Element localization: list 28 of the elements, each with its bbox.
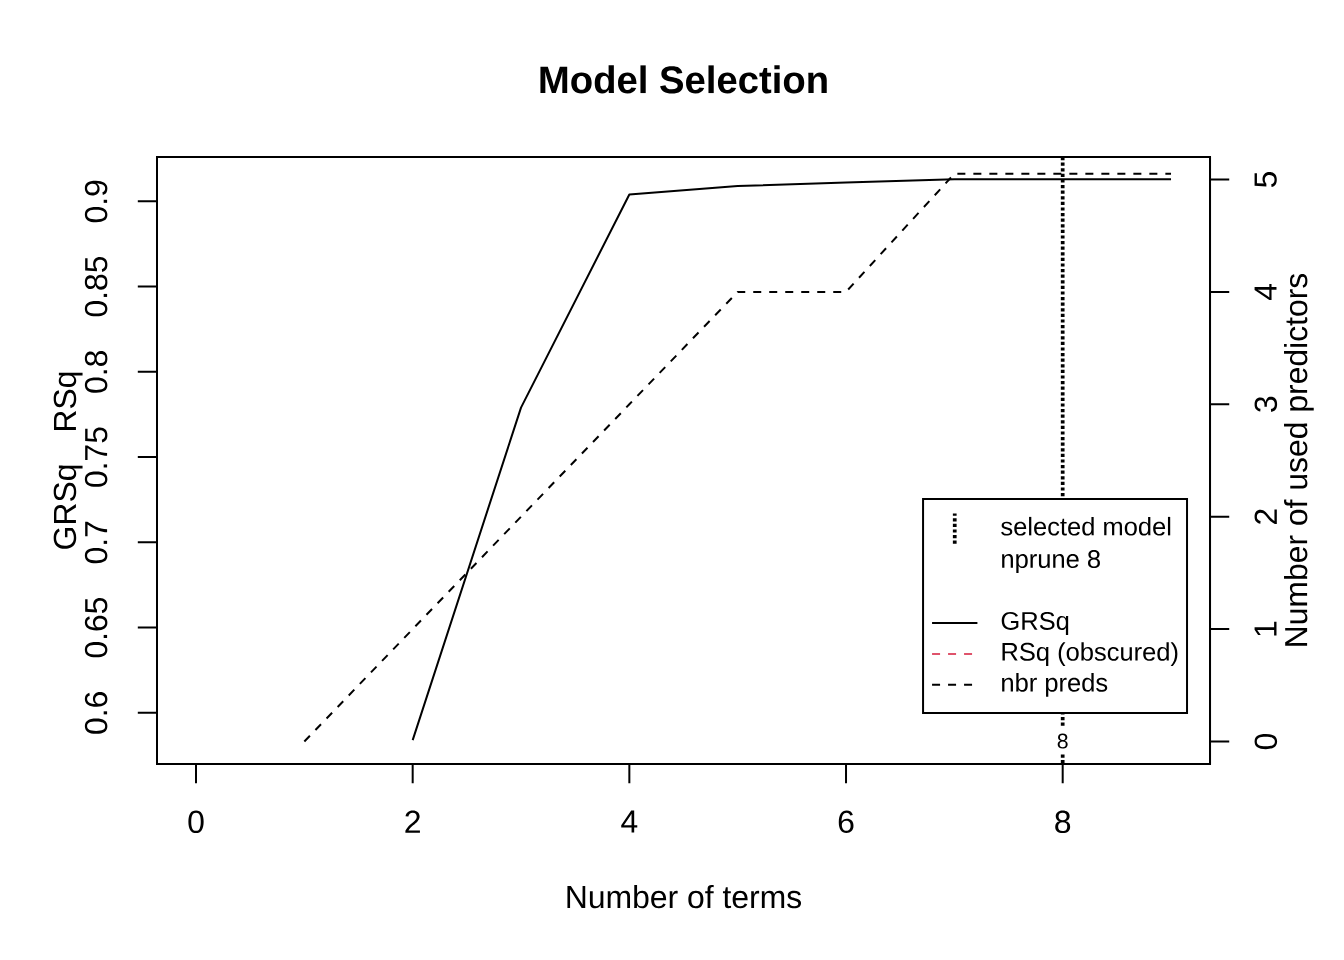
y-tick-label: 0.6 (84, 692, 108, 734)
y2-axis-title: Number of used predictors (1284, 273, 1314, 646)
y2-tick-label: 1 (1254, 621, 1277, 636)
annotation: selected model (1001, 516, 1171, 536)
x-tick-label: 4 (621, 810, 638, 833)
y-tick-label: 0.75 (84, 427, 108, 487)
x-tick-label: 6 (838, 810, 854, 834)
ref-line-label: 8 (1057, 733, 1068, 749)
legend-label: nbr preds (1002, 673, 1108, 697)
y-tick-label: 0.9 (84, 180, 108, 223)
x-tick-label: 2 (405, 810, 420, 833)
y2-tick-label: 0 (1254, 733, 1278, 750)
x-tick-label: 0 (188, 810, 204, 834)
legend-label: GRSq (1001, 611, 1069, 635)
y-axis-title: GRSq RSq (53, 372, 83, 549)
y2-tick-label: 5 (1254, 171, 1277, 188)
y-tick-label: 0.8 (84, 351, 108, 393)
y2-tick-label: 2 (1254, 509, 1277, 524)
x-tick-label: 8 (1055, 810, 1071, 834)
y-tick-label: 0.65 (84, 597, 108, 658)
annotation: nprune 8 (1002, 550, 1100, 574)
legend-label: RSq (obscured) (1002, 642, 1178, 666)
y2-tick-label: 4 (1254, 283, 1277, 301)
y-tick-label: 0.7 (84, 521, 108, 564)
x-axis-title: Number of terms (567, 884, 802, 909)
chart-title: Model Selection (540, 65, 827, 94)
y2-tick-label: 3 (1254, 396, 1278, 412)
y-tick-label: 0.85 (84, 256, 108, 317)
